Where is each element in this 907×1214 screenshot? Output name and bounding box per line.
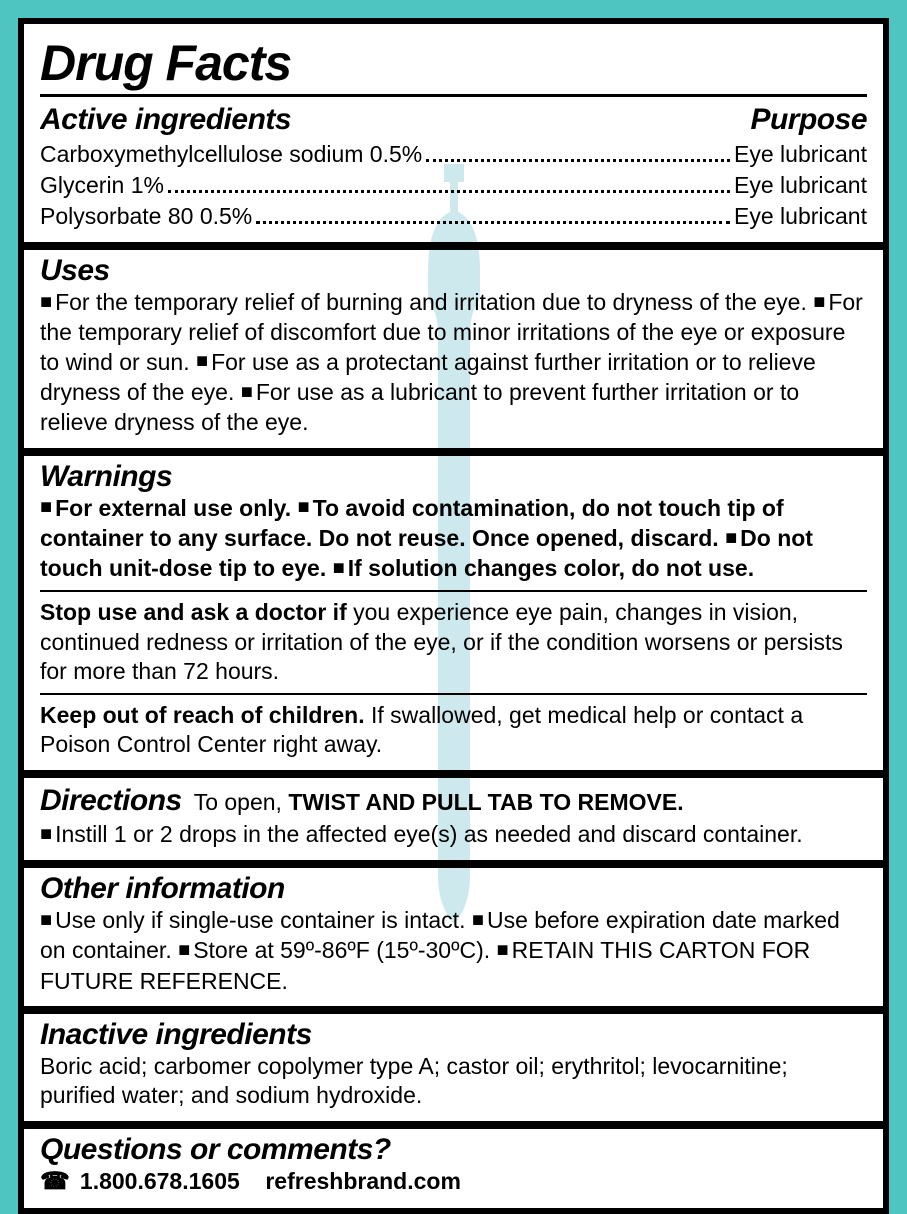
section-uses: Uses ■For the temporary relief of burnin… (24, 250, 883, 448)
bullet-icon: ■ (40, 822, 52, 848)
other-body: ■Use only if single-use container is int… (40, 906, 867, 996)
uses-body: ■For the temporary relief of burning and… (40, 288, 867, 438)
active-heading: Active ingredients (40, 103, 291, 136)
section-active: Drug Facts Active ingredients Purpose Ca… (24, 24, 883, 242)
leader-dots (168, 190, 730, 193)
ingredient-name: Carboxymethylcellulose sodium 0.5% (40, 139, 422, 170)
bullet-icon: ■ (196, 349, 208, 375)
ingredient-row: Carboxymethylcellulose sodium 0.5% Eye l… (40, 139, 867, 170)
bullet-icon: ■ (497, 938, 509, 964)
bullet-icon: ■ (40, 908, 52, 934)
drug-facts-panel: Drug Facts Active ingredients Purpose Ca… (18, 18, 889, 1214)
bullet-icon: ■ (472, 908, 484, 934)
directions-line1: Directions To open, TWIST AND PULL TAB T… (40, 782, 867, 820)
questions-heading: Questions or comments? (40, 1133, 867, 1167)
warnings-heading: Warnings (40, 460, 867, 494)
section-inactive: Inactive ingredients Boric acid; carbome… (24, 1014, 883, 1121)
title: Drug Facts (40, 28, 867, 97)
phone-icon: ☎ (40, 1167, 70, 1198)
ingredient-name: Polysorbate 80 0.5% (40, 201, 252, 232)
ingredient-row: Polysorbate 80 0.5% Eye lubricant (40, 201, 867, 232)
ingredient-row: Glycerin 1% Eye lubricant (40, 170, 867, 201)
bullet-icon: ■ (40, 290, 52, 316)
bullet-icon: ■ (40, 495, 52, 521)
purpose-heading: Purpose (750, 103, 867, 137)
bullet-icon: ■ (813, 290, 825, 316)
warnings-stop-use: Stop use and ask a doctor if you experie… (40, 598, 867, 686)
ingredient-purpose: Eye lubricant (734, 139, 867, 170)
warnings-keep-out: Keep out of reach of children. If swallo… (40, 701, 867, 760)
section-questions: Questions or comments? ☎1.800.678.1605 r… (24, 1129, 883, 1208)
bullet-icon: ■ (333, 556, 345, 582)
bullet-icon: ■ (241, 380, 253, 406)
leader-dots (256, 221, 730, 224)
ingredient-purpose: Eye lubricant (734, 170, 867, 201)
section-warnings: Warnings ■For external use only. ■To avo… (24, 456, 883, 770)
questions-contact: ☎1.800.678.1605 refreshbrand.com (40, 1167, 867, 1198)
other-heading: Other information (40, 872, 867, 906)
section-other: Other information ■Use only if single-us… (24, 868, 883, 1006)
ingredient-purpose: Eye lubricant (734, 201, 867, 232)
section-directions: Directions To open, TWIST AND PULL TAB T… (24, 778, 883, 861)
directions-bullet: ■Instill 1 or 2 drops in the affected ey… (40, 820, 867, 850)
warnings-bold-body: ■For external use only. ■To avoid contam… (40, 494, 867, 585)
ingredient-name: Glycerin 1% (40, 170, 164, 201)
bullet-icon: ■ (178, 938, 190, 964)
inactive-heading: Inactive ingredients (40, 1018, 867, 1052)
bullet-icon: ■ (298, 495, 310, 521)
inactive-body: Boric acid; carbomer copolymer type A; c… (40, 1052, 867, 1111)
uses-heading: Uses (40, 254, 867, 288)
leader-dots (426, 159, 730, 162)
bullet-icon: ■ (725, 526, 737, 552)
